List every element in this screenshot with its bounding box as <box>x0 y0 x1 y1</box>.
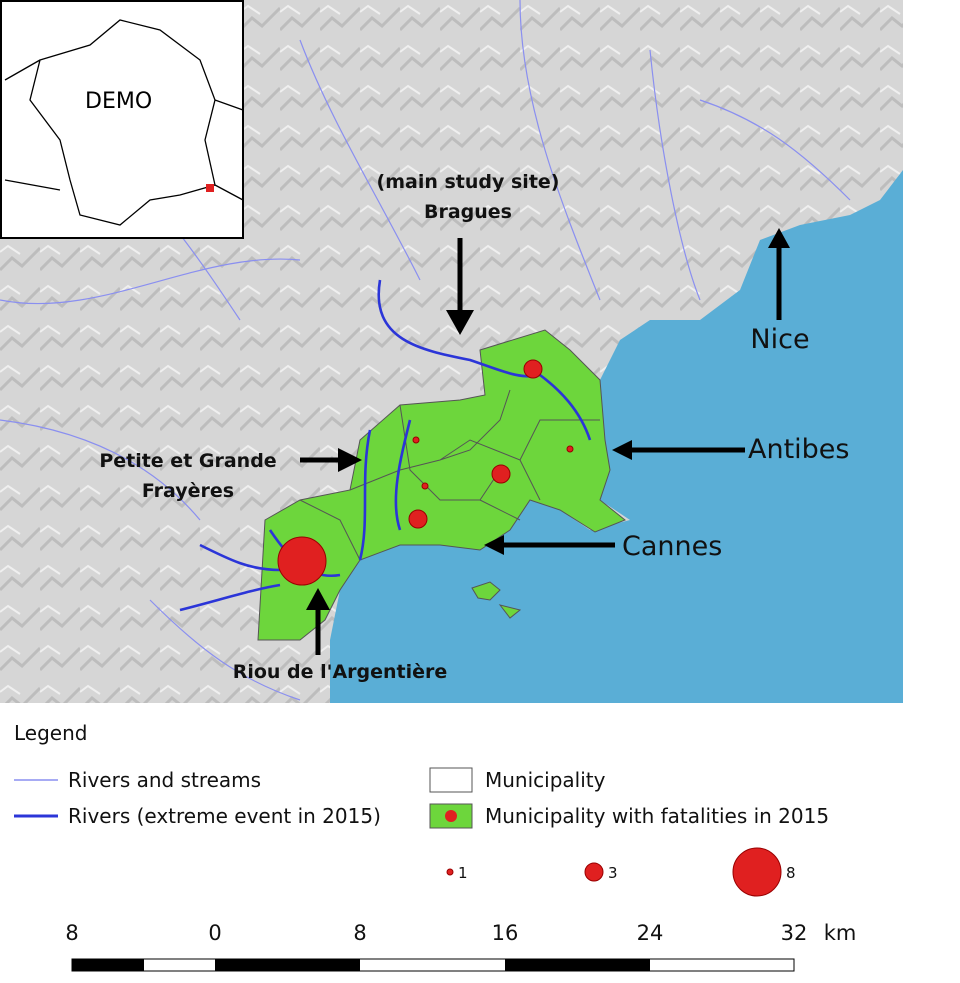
scale-unit: km <box>824 921 857 945</box>
fatality-circle <box>277 536 327 586</box>
municipalities-fatalities <box>257 329 626 641</box>
scale-bar <box>215 959 360 971</box>
sea <box>330 170 903 703</box>
legend-title: Legend <box>14 721 87 745</box>
label: Antibes <box>748 434 850 465</box>
legend-label: Rivers (extreme event in 2015) <box>68 804 381 828</box>
fatality-circle <box>523 359 543 379</box>
legend-size <box>584 862 604 882</box>
legend-size <box>732 847 782 897</box>
label: Riou de l'Argentière <box>233 661 448 683</box>
legend-size-label: 1 <box>458 864 468 882</box>
inset-france <box>4 19 244 226</box>
fatality-circle <box>566 445 574 453</box>
legend-swatch <box>445 810 457 822</box>
fatality-circle <box>408 509 428 529</box>
inset-label: DEMO <box>85 89 152 114</box>
scale-label: 0 <box>208 921 221 945</box>
municipality-borders <box>299 389 600 561</box>
fatality-circle <box>491 464 511 484</box>
legend-swatch <box>429 767 473 793</box>
label: Frayères <box>142 480 234 502</box>
label: Bragues <box>424 201 512 223</box>
scale-bar <box>505 959 650 971</box>
legend-size-label: 8 <box>786 864 796 882</box>
label: Cannes <box>622 531 722 562</box>
inset-site <box>206 184 214 192</box>
label: Nice <box>750 324 809 355</box>
fatality-circle <box>412 436 420 444</box>
scale-bar <box>72 959 144 971</box>
legend-label: Municipality with fatalities in 2015 <box>485 804 829 828</box>
label: (main study site) <box>377 171 560 193</box>
scale-label: 8 <box>65 921 78 945</box>
scale-label: 8 <box>353 921 366 945</box>
scale-label: 32 <box>781 921 808 945</box>
scale-label: 16 <box>492 921 519 945</box>
inset-box <box>0 0 244 239</box>
legend-label: Rivers and streams <box>68 768 261 792</box>
legend-size-label: 3 <box>608 864 618 882</box>
islands <box>471 581 522 619</box>
scale-bar <box>71 958 795 972</box>
scale-label: 24 <box>637 921 664 945</box>
fatality-circle <box>421 482 429 490</box>
legend-label: Municipality <box>485 768 606 792</box>
label: Petite et Grande <box>99 450 276 472</box>
legend-size <box>446 868 454 876</box>
